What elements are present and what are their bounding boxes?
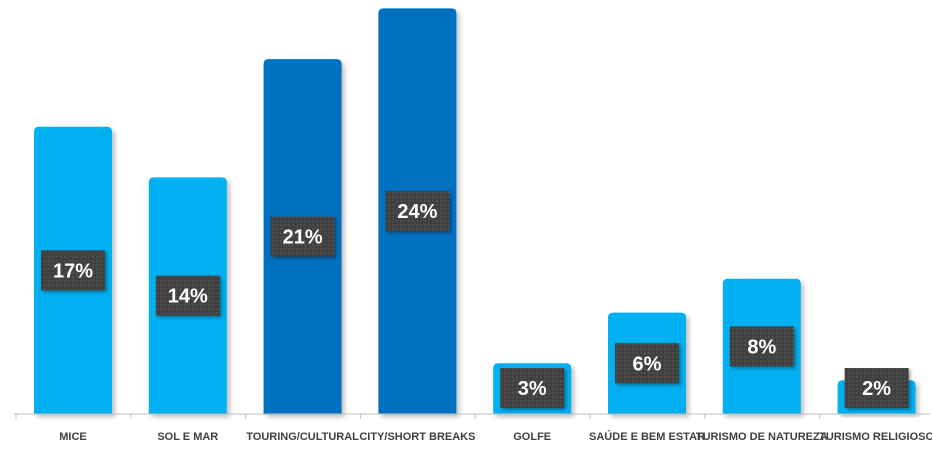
data-label-6: 6% (615, 343, 679, 384)
data-label-7: 8% (729, 326, 794, 367)
data-label-text: 14% (168, 286, 208, 308)
category-label-1: MICE (59, 431, 87, 443)
data-label-box (155, 275, 220, 316)
data-label-5: 3% (500, 368, 565, 408)
data-label-text: 21% (283, 227, 323, 249)
data-label-box (615, 343, 679, 384)
data-label-text: 24% (397, 201, 437, 223)
category-label-7: TURISMO DE NATUREZA (696, 431, 828, 443)
data-label-box (844, 368, 909, 408)
category-label-4: CITY/SHORT BREAKS (359, 431, 475, 443)
data-label-box (729, 326, 794, 367)
category-label-8: TURISMO RELIGIOSO (819, 431, 932, 443)
category-label-3: TOURING/CULTURAL (246, 431, 359, 443)
category-label-2: SOL E MAR (157, 431, 218, 443)
x-axis (14, 413, 930, 419)
data-label-text: 17% (53, 260, 93, 282)
data-labels-layer: 17% 14% 21% 24% 3% 6% 8% 2% (41, 191, 909, 408)
data-label-text: 2% (862, 378, 891, 400)
category-labels-layer: MICE SOL E MAR TOURING/CULTURAL CITY/SHORT … (59, 430, 932, 443)
data-label-text: 6% (633, 353, 662, 375)
data-label-3: 21% (270, 216, 335, 257)
data-label-4: 24% (385, 191, 450, 232)
category-label-6: SAÚDE E BEM ESTAR (589, 430, 705, 443)
data-label-box (500, 368, 565, 408)
data-label-text: 3% (518, 378, 547, 400)
category-label-5: GOLFE (513, 431, 551, 443)
data-label-box (41, 250, 105, 291)
data-label-text: 8% (747, 336, 776, 358)
data-label-1: 17% (41, 250, 105, 291)
data-label-box (385, 191, 450, 232)
data-label-8: 2% (844, 368, 909, 408)
data-label-2: 14% (155, 275, 220, 316)
data-label-box (270, 216, 335, 257)
